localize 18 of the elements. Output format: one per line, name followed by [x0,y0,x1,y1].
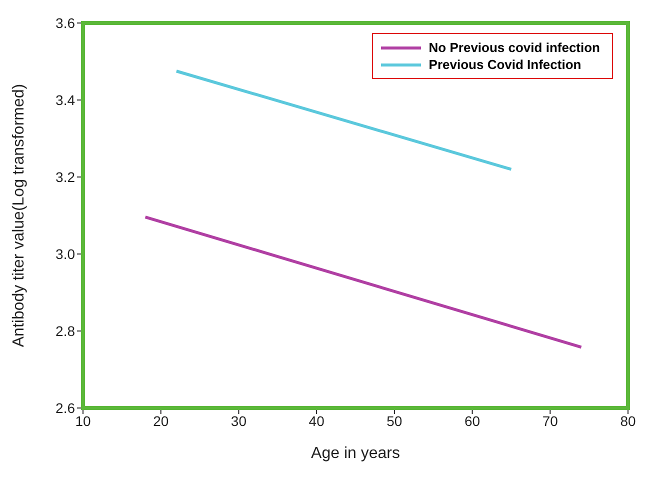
x-tick-label: 20 [153,412,169,429]
legend-label: No Previous covid infection [428,40,600,55]
x-tick-label: 50 [386,412,402,429]
x-tick-label: 80 [620,412,636,429]
y-tick-label: 2.6 [56,400,76,416]
x-tick-label: 70 [542,412,558,429]
x-tick-label: 10 [75,412,91,429]
y-tick-label: 3.4 [56,92,76,108]
x-tick-label: 40 [308,412,325,429]
x-tick-label: 30 [230,412,247,429]
y-tick-label: 2.8 [56,322,76,339]
y-axis-title: Antibody titer value(Log transformed) [10,84,28,348]
legend-label: Previous Covid Infection [428,57,582,72]
x-tick-label: 60 [464,412,480,429]
y-tick-label: 3.2 [56,168,76,185]
x-axis-title: Age in years [311,445,400,462]
y-tick-label: 3.6 [56,14,76,31]
y-tick-label: 3.0 [56,246,76,262]
